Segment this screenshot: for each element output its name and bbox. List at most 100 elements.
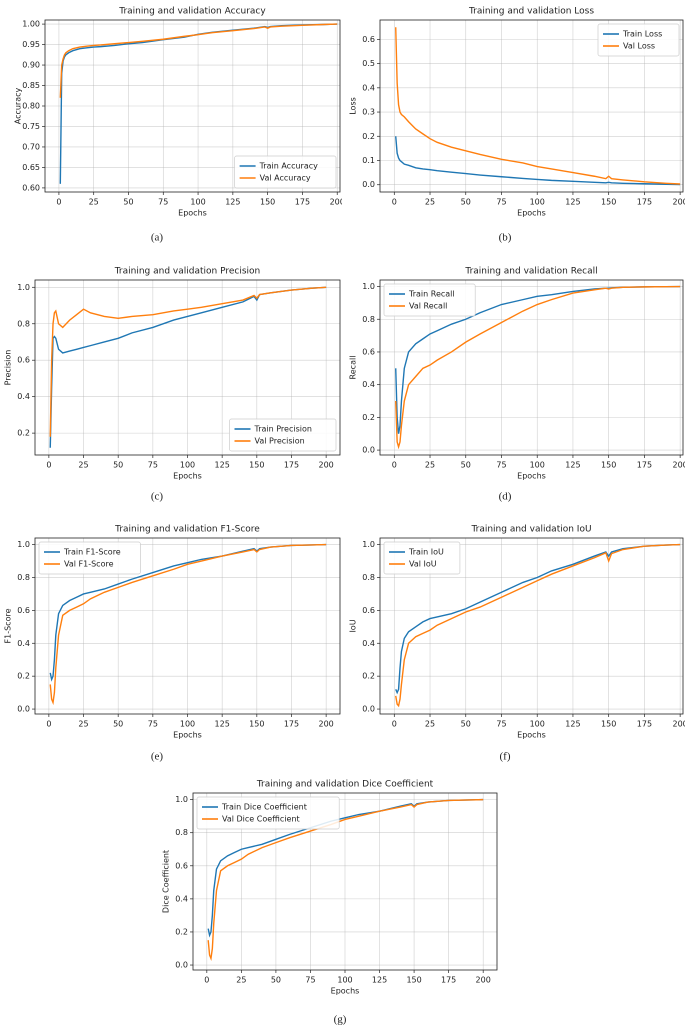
y-tick-label: 0.65 — [22, 163, 40, 172]
y-axis-label: Accuracy — [14, 87, 23, 124]
y-axis-label: Precision — [4, 350, 13, 386]
caption: (c) — [151, 491, 164, 503]
y-tick-label: 0.75 — [22, 122, 40, 131]
x-tick-label: 150 — [260, 198, 275, 207]
legend-label: Val Accuracy — [260, 174, 311, 183]
x-tick-label: 200 — [330, 198, 345, 207]
x-tick-label: 125 — [215, 461, 230, 470]
y-axis-label: Recall — [349, 356, 358, 380]
x-tick-label: 100 — [337, 976, 352, 985]
x-tick-label: 50 — [461, 461, 471, 470]
x-tick-label: 50 — [113, 720, 123, 729]
x-tick-label: 175 — [284, 461, 299, 470]
x-tick-label: 175 — [295, 198, 310, 207]
y-tick-label: 0.2 — [362, 413, 375, 422]
legend-box — [383, 283, 476, 317]
plot-frame — [44, 19, 341, 193]
chart-title: Training and validation Loss — [468, 7, 594, 17]
caption: (g) — [334, 1014, 347, 1025]
series-line — [395, 27, 681, 185]
x-tick-label: 200 — [318, 461, 333, 470]
plot-frame — [34, 279, 341, 456]
y-tick-label: 0.2 — [17, 429, 30, 438]
panel: Training and validation Recall 0.0 0.2 0.4 0… — [349, 267, 685, 503]
y-tick-label: 0.1 — [362, 156, 375, 165]
x-tick-label: 25 — [78, 461, 88, 470]
x-tick-label: 50 — [461, 720, 471, 729]
y-tick-label: 0.70 — [22, 142, 40, 151]
plot-frame — [379, 537, 684, 715]
y-tick-label: 0.90 — [22, 61, 40, 70]
x-tick-label: 75 — [496, 461, 506, 470]
panel: Training and validation Accuracy 0.60 0.65… — [14, 7, 345, 244]
chart-title: Training and validation Precision — [114, 267, 261, 277]
legend-label: Train Precision — [254, 425, 312, 434]
y-tick-label: 0.4 — [17, 392, 30, 401]
x-axis-label: Epochs — [517, 731, 546, 740]
legend-label: Train F1-Score — [63, 548, 121, 557]
x-tick-label: 0 — [392, 720, 397, 729]
x-tick-label: 25 — [425, 198, 435, 207]
chart-title: Training and validation IoU — [470, 525, 591, 535]
x-tick-label: 175 — [441, 976, 456, 985]
plot-frame — [34, 537, 341, 715]
y-tick-label: 0.0 — [175, 961, 188, 970]
x-tick-label: 175 — [637, 461, 652, 470]
series-line — [207, 798, 484, 962]
legend-label: Val Recall — [409, 302, 447, 311]
x-tick-label: 50 — [271, 976, 281, 985]
x-tick-label: 75 — [158, 198, 168, 207]
y-tick-label: 0.6 — [362, 35, 375, 44]
y-tick-label: 0.6 — [17, 356, 30, 365]
y-tick-label: 0.8 — [17, 573, 30, 582]
y-tick-label: 0.95 — [22, 40, 40, 49]
x-tick-label: 150 — [601, 198, 616, 207]
x-tick-label: 150 — [249, 461, 264, 470]
x-tick-label: 25 — [236, 976, 246, 985]
y-tick-label: 1.0 — [17, 540, 30, 549]
x-tick-label: 0 — [204, 976, 209, 985]
x-tick-label: 0 — [46, 720, 51, 729]
x-tick-label: 200 — [318, 720, 333, 729]
y-tick-label: 0.8 — [362, 573, 375, 582]
y-tick-label: 0.6 — [362, 606, 375, 615]
y-tick-label: 1.00 — [22, 20, 40, 29]
legend-box — [229, 418, 337, 452]
x-axis-label: Epochs — [517, 209, 546, 218]
caption: (a) — [151, 232, 164, 244]
x-tick-label: 100 — [530, 461, 545, 470]
y-tick-label: 0.4 — [17, 639, 30, 648]
y-tick-label: 0.8 — [17, 319, 30, 328]
plot-frame — [192, 792, 498, 971]
legend-label: Val IoU — [409, 560, 437, 569]
y-axis-label: Loss — [349, 97, 358, 115]
series-line — [49, 286, 327, 437]
x-axis-label: Epochs — [173, 472, 202, 481]
x-tick-label: 0 — [56, 198, 61, 207]
y-tick-label: 0.6 — [17, 606, 30, 615]
x-tick-label: 200 — [476, 976, 491, 985]
y-axis-label: Dice Coefficient — [162, 850, 171, 913]
y-tick-label: 1.0 — [362, 282, 375, 291]
x-axis-label: Epochs — [517, 472, 546, 481]
y-tick-label: 1.0 — [17, 283, 30, 292]
x-tick-label: 0 — [46, 461, 51, 470]
legend-label: Train IoU — [408, 548, 444, 557]
y-tick-label: 0.6 — [175, 861, 188, 870]
y-tick-label: 0.4 — [175, 894, 188, 903]
x-tick-label: 50 — [113, 461, 123, 470]
y-tick-label: 0.4 — [362, 380, 375, 389]
y-tick-label: 0.0 — [362, 705, 375, 714]
legend-box — [597, 23, 680, 57]
y-tick-label: 0.0 — [362, 446, 375, 455]
x-tick-label: 50 — [461, 198, 471, 207]
y-tick-label: 0.2 — [362, 132, 375, 141]
x-tick-label: 200 — [673, 720, 685, 729]
caption: (b) — [499, 232, 512, 244]
x-tick-label: 175 — [637, 720, 652, 729]
panel: Training and validation IoU 0.0 0.2 0.4 0.6 0… — [349, 525, 685, 763]
chart-title: Training and validation Dice Coefficient — [256, 780, 434, 790]
legend-label: Train Dice Coefficient — [221, 803, 307, 812]
x-tick-label: 75 — [496, 720, 506, 729]
legend-label: Train Recall — [408, 290, 455, 299]
